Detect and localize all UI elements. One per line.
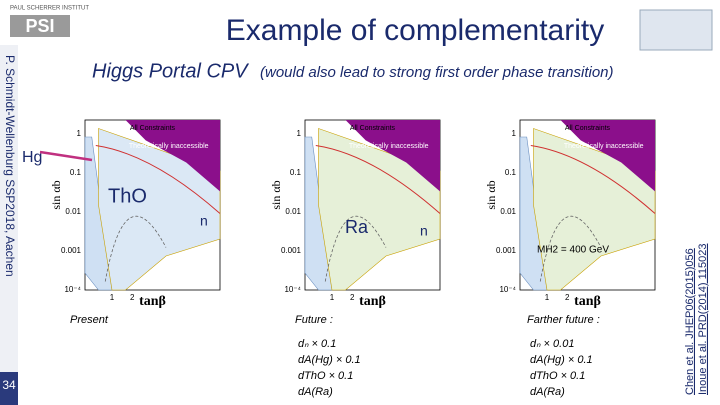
reference: Inoue et al. PRD(2014) 115023 [697,244,709,395]
constraint-curve [315,145,441,214]
reference: Chen et al. JHEP06(2015)056 [684,248,696,395]
institute: PAUL SCHERRER INSTITUT [10,6,89,12]
y-axis-label: sin αb [269,180,283,209]
region-label: Theoretically inaccessible [564,143,644,150]
slide-title: Example of complementarity [226,14,605,47]
region-label: Theoretically inaccessible [349,143,429,150]
x-tick-label: 2 [130,293,135,302]
x-tick-label: 1 [545,293,550,302]
annotation: n [420,223,428,239]
excluded-region [345,120,440,192]
y-tick-label: 10⁻⁴ [64,285,81,294]
y-tick-label: 0.01 [65,207,81,216]
arrow [39,150,93,162]
panel-title: All Constraints [350,125,396,132]
left-sidebar [0,45,18,405]
list-item: dA(Hg) × 0.1 [298,354,361,366]
subtitle: Higgs Portal CPV [92,60,249,82]
y-tick-label: 10⁻⁴ [499,285,516,294]
x-axis-label: tanβ [139,294,166,309]
list-item: dA(Ra) [530,386,565,398]
author-venue: P. Schmidt-Wellenburg SSP2018, Aachen [3,55,17,277]
plot-panel: All Constraints Theoretically inaccessibl… [22,119,221,326]
annotation: n [200,213,208,229]
caption: Farther future : [527,314,600,326]
list-item: dₙ × 0.1 [298,338,336,350]
excluded-region [560,120,655,192]
list-item: dA(Ra) [298,386,333,398]
list-item: dA(Hg) × 0.1 [530,354,593,366]
y-tick-label: 0.01 [285,207,301,216]
list-item: dThO × 0.1 [298,370,353,382]
page-number: 34 [2,378,16,392]
x-tick-label: 2 [565,293,570,302]
y-tick-label: 1 [77,129,82,138]
page-number-box [0,372,18,405]
logo-group [639,9,713,51]
x-tick-label: 2 [350,293,355,302]
constraint-curve [95,145,221,214]
y-tick-label: 10⁻⁴ [284,285,301,294]
region-label: Theoretically inaccessible [129,143,209,150]
caption: Present [70,314,109,326]
x-axis-label: tanβ [359,294,386,309]
list-item: dThO × 0.1 [530,370,585,382]
subtitle-note: (would also lead to strong first order p… [260,64,614,81]
panel-title: All Constraints [565,125,611,132]
panel-title: All Constraints [130,125,176,132]
x-tick-label: 1 [330,293,335,302]
plot-panel: All Constraints Theoretically inaccessibl… [484,119,656,398]
x-tick-label: 1 [110,293,115,302]
y-tick-label: 1 [512,129,517,138]
y-tick-label: 0.001 [496,246,517,255]
y-tick-label: 0.1 [70,168,82,177]
plot-panel: All Constraints Theoretically inaccessibl… [269,119,441,398]
annotation: Ra [345,217,369,237]
y-axis-label: sin αb [484,180,498,209]
list-item: dₙ × 0.01 [530,338,574,350]
constraint-curve [530,145,656,214]
excluded-region [125,120,220,192]
logo: PSI [25,16,54,36]
annotation: Hg [22,149,42,166]
y-tick-label: 0.001 [61,246,82,255]
y-tick-label: 0.01 [500,207,516,216]
y-tick-label: 0.1 [290,168,302,177]
y-tick-label: 1 [297,129,302,138]
logo-box [10,15,70,37]
annotation: MH2 = 400 GeV [537,245,609,256]
caption: Future : [295,314,333,326]
x-axis-label: tanβ [574,294,601,309]
y-tick-label: 0.1 [505,168,517,177]
y-tick-label: 0.001 [281,246,302,255]
annotation: ThO [108,185,147,207]
y-axis-label: sin αb [49,180,63,209]
